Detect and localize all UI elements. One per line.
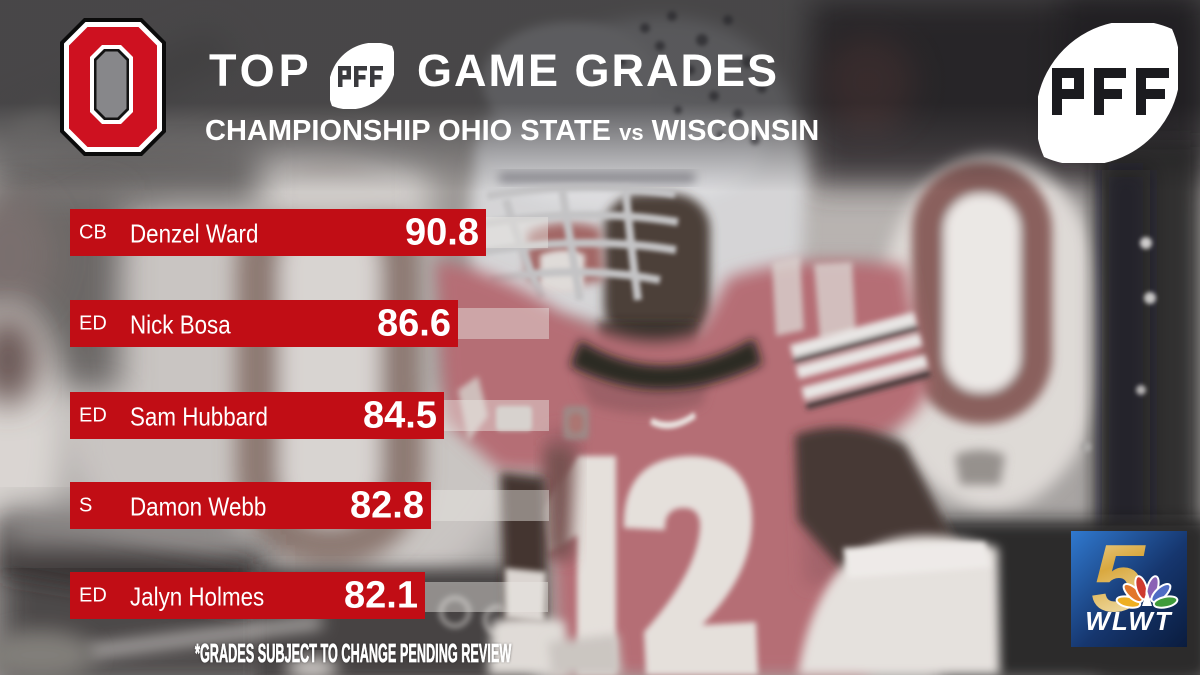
svg-text:WLWT: WLWT <box>1085 606 1173 636</box>
